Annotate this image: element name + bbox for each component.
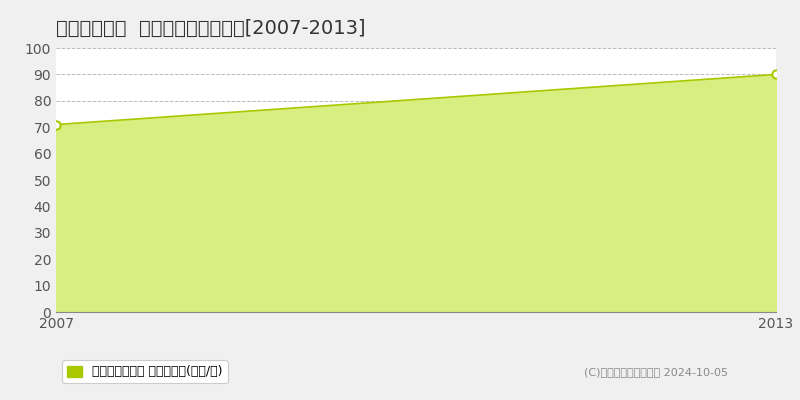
Text: 東大和市新堀  マンション価格推移[2007-2013]: 東大和市新堀 マンション価格推移[2007-2013] [56, 19, 366, 38]
Text: (C)土地価格ドットコム 2024-10-05: (C)土地価格ドットコム 2024-10-05 [584, 367, 728, 377]
Legend: マンション価格 平均坪単価(万円/坪): マンション価格 平均坪単価(万円/坪) [62, 360, 228, 384]
